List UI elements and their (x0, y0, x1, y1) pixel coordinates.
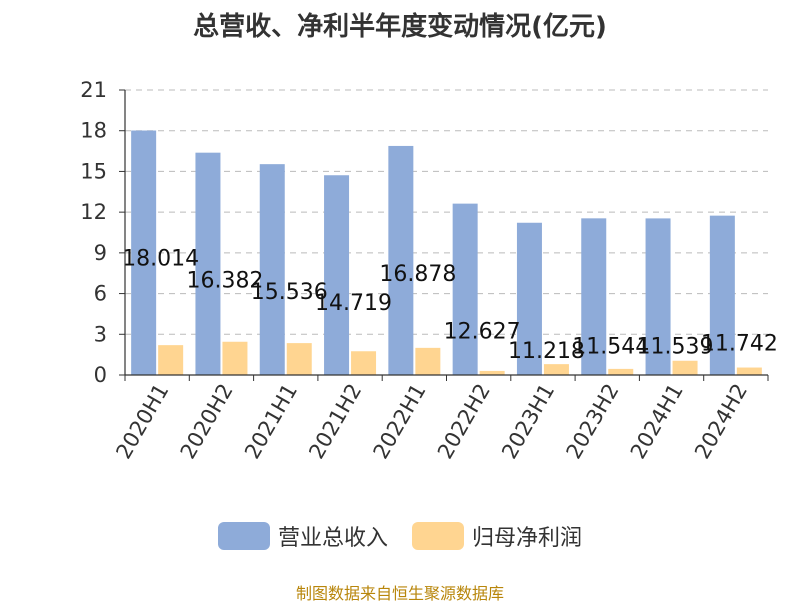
y-tick-label: 0 (94, 363, 107, 387)
bar-revenue (581, 218, 607, 375)
legend-swatch-net-profit (412, 522, 464, 550)
data-source-note: 制图数据来自恒生聚源数据库 (295, 584, 504, 603)
data-label-revenue: 11.218 (508, 339, 585, 364)
legend-label-net-profit: 归母净利润 (472, 526, 583, 551)
legend-item-revenue[interactable]: 营业总收入 (217, 520, 388, 552)
bar-net-profit (543, 364, 569, 375)
bar-revenue (709, 215, 735, 375)
legend-label-revenue: 营业总收入 (277, 526, 388, 551)
legend: 营业总收入 归母净利润 (0, 520, 800, 552)
x-tick-label: 2024H2 (690, 380, 752, 464)
bar-net-profit (286, 343, 312, 375)
y-tick-label: 18 (80, 119, 107, 143)
x-tick-label: 2020H2 (176, 380, 238, 464)
data-label-revenue: 12.627 (444, 320, 521, 345)
bar-revenue (645, 218, 671, 375)
x-tick-label: 2021H2 (304, 380, 366, 464)
x-tick-label: 2024H1 (626, 380, 688, 464)
data-label-revenue: 16.878 (379, 262, 456, 287)
bar-revenue (195, 152, 221, 375)
bar-net-profit (222, 341, 248, 375)
bar-net-profit (415, 347, 441, 375)
x-tick-label: 2023H2 (561, 380, 623, 464)
x-tick-label: 2020H1 (111, 380, 173, 464)
legend-swatch-revenue (217, 522, 270, 550)
bar-revenue (388, 145, 414, 375)
y-tick-label: 6 (94, 282, 107, 306)
chart-title: 总营收、净利半年度变动情况(亿元) (193, 12, 607, 42)
data-label-revenue: 11.742 (701, 332, 778, 357)
bar-net-profit (608, 368, 634, 375)
data-label-revenue: 18.014 (122, 247, 199, 272)
y-tick-label: 21 (80, 78, 107, 102)
bar-revenue (452, 203, 478, 375)
bar-revenue (324, 175, 350, 375)
data-label-revenue: 11.539 (637, 334, 714, 359)
bar-revenue (516, 222, 542, 375)
data-label-revenue: 11.544 (572, 334, 649, 359)
y-tick-label: 12 (80, 200, 107, 224)
y-tick-label: 9 (94, 241, 107, 265)
bar-net-profit (479, 370, 505, 375)
y-tick-label: 15 (80, 159, 107, 183)
y-tick-label: 3 (94, 322, 107, 346)
bar-revenue (131, 130, 157, 375)
data-label-revenue: 16.382 (186, 269, 263, 294)
data-label-revenue: 14.719 (315, 291, 392, 316)
x-tick-label: 2021H1 (240, 380, 302, 464)
bar-net-profit (672, 360, 698, 375)
bar-revenue (259, 164, 285, 375)
x-tick-label: 2022H1 (369, 380, 431, 464)
bar-net-profit (351, 351, 377, 375)
x-tick-label: 2023H1 (497, 380, 559, 464)
bar-net-profit (736, 367, 762, 375)
bar-net-profit (158, 345, 184, 375)
data-label-revenue: 15.536 (251, 280, 328, 305)
x-tick-label: 2022H2 (433, 380, 495, 464)
legend-item-net-profit[interactable]: 归母净利润 (412, 520, 582, 552)
